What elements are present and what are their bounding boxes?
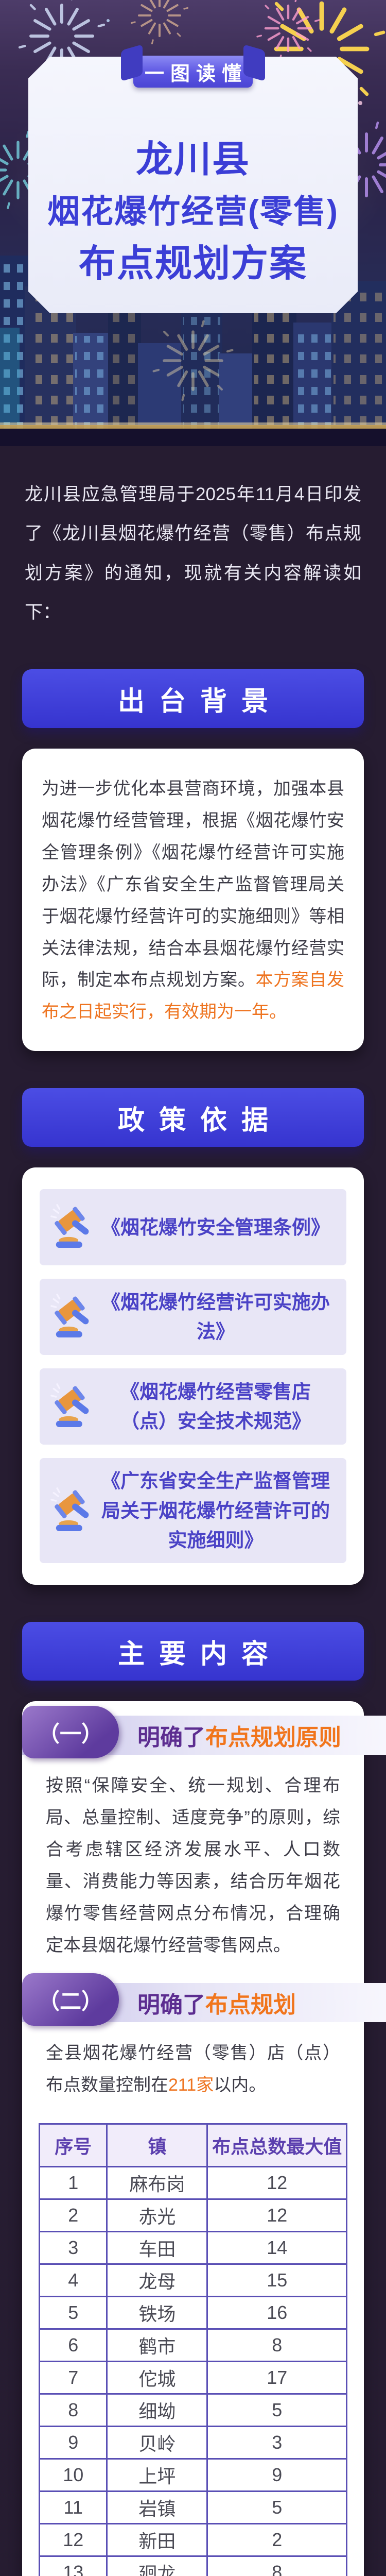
card-background: 为进一步优化本县营商环境，加强本县烟花爆竹经营管理，根据《烟花爆竹安全管理条例》… [22, 749, 364, 1052]
card-main-part1-2: （一） 明确了布点规划原则 按照“保障安全、统一规划、合理布局、总量控制、适度竞… [22, 1701, 386, 2576]
table-row: 4 龙母 15 [38, 2263, 347, 2298]
table-row: 6 鹤市 8 [38, 2328, 347, 2363]
table-row: 2 赤光 12 [38, 2198, 347, 2233]
table-row: 9 贝岭 3 [38, 2426, 347, 2460]
law-item-label: 《烟花爆竹经营零售店（点）安全技术规范》 [120, 1381, 311, 1432]
section-2-body-highlight: 211家 [168, 2075, 214, 2095]
table-row: 8 细坳 5 [38, 2393, 347, 2428]
table-header-row: 序号镇布点总数最大值 [38, 2123, 347, 2168]
banner-background: 出台背景 [22, 669, 364, 728]
table-row: 13 廻龙 8 [38, 2555, 347, 2576]
banner-main-content: 主要内容 [22, 1622, 364, 1681]
law-item-label: 《烟花爆竹经营许可实施办法》 [101, 1291, 330, 1343]
banner-background-label: 出台背景 [117, 686, 283, 717]
section-title-1: 明确了布点规划原则 [137, 1719, 341, 1752]
table-row: 12 新田 2 [38, 2523, 347, 2557]
law-item: 《广东省安全生产监督管理局关于烟花爆竹经营许可的实施细则》 [40, 1458, 346, 1564]
banner-policy-basis-label: 政策依据 [117, 1105, 283, 1136]
section-2-body: 全县烟花爆竹经营（零售）店（点）布点数量控制在211家以内。 [46, 2038, 340, 2102]
title-card: 龙川县 烟花爆竹经营(零售) 布点规划方案 [28, 57, 358, 313]
law-item: 《烟花爆竹经营零售店（点）安全技术规范》 [40, 1368, 346, 1445]
law-item-label: 《广东省安全生产监督管理局关于烟花爆竹经营许可的实施细则》 [101, 1470, 330, 1551]
hero-banner: 一图读懂 龙川县 烟花爆竹经营(零售) 布点规划方案 [0, 0, 386, 446]
section-title-2: 明确了布点规划 [137, 1986, 296, 2019]
law-item-label: 《烟花爆竹安全管理条例》 [101, 1216, 330, 1238]
ribbon-badge: 一图读懂 [133, 56, 253, 88]
town-table-body: 1 麻布岗 12 2 赤光 12 3 车田 14 4 龙母 15 5 铁场 16 6 鹤市 8 7 佗城 17 8 细坳 5 9… [38, 2166, 347, 2576]
gavel-icon [50, 1204, 89, 1248]
background-body-highlight: 本方案自发布之日起实行，有效期为一年。 [42, 970, 344, 1022]
page-title-line3: 布点规划方案 [78, 243, 307, 284]
table-row: 10 上坪 9 [38, 2458, 347, 2493]
gavel-icon [50, 1294, 89, 1338]
law-list: 《烟花爆竹安全管理条例》 《烟花爆竹经营许可实施办法》 [22, 1167, 364, 1585]
ribbon-label: 一图读懂 [144, 63, 248, 85]
section-1-body: 按照“保障安全、统一规划、合理布局、总量控制、适度竞争”的原则，综合考虑辖区经济… [46, 1776, 340, 1955]
table-row: 1 麻布岗 12 [38, 2166, 347, 2200]
table-row: 7 佗城 17 [38, 2361, 347, 2395]
card-policy-basis: 《烟花爆竹安全管理条例》 《烟花爆竹经营许可实施办法》 [22, 1167, 364, 1585]
section-number-pill-2: （二） [22, 1973, 119, 2026]
intro-paragraph: 龙川县应急管理局于2025年11月4日印发了《龙川县烟花爆竹经营（零售）布点规划… [25, 484, 361, 622]
background-body: 为进一步优化本县营商环境，加强本县烟花爆竹经营管理，根据《烟花爆竹安全管理条例》… [42, 779, 344, 990]
section-head-1: （一） 明确了布点规划原则 [22, 1706, 386, 1759]
section-title-1-plain: 明确了 [137, 1725, 205, 1751]
section-head-2: （二） 明确了布点规划 [22, 1973, 386, 2026]
table-col-header: 镇 [106, 2123, 208, 2168]
table-row: 11 岩镇 5 [38, 2490, 347, 2525]
gavel-icon [50, 1383, 89, 1428]
banner-main-content-label: 主要内容 [117, 1639, 283, 1669]
table-col-header: 布点总数最大值 [206, 2123, 347, 2168]
section-number-pill-1: （一） [22, 1706, 119, 1759]
page-title-line1: 龙川县 [135, 139, 250, 180]
table-row: 5 铁场 16 [38, 2296, 347, 2330]
section-title-2-plain: 明确了 [137, 1992, 205, 2018]
law-item: 《烟花爆竹安全管理条例》 [40, 1189, 346, 1266]
table-col-header: 序号 [38, 2123, 108, 2168]
banner-policy-basis: 政策依据 [22, 1088, 364, 1147]
gavel-icon [50, 1487, 89, 1532]
section-title-2-highlight: 布点规划 [205, 1992, 296, 2018]
page-title-line2: 烟花爆竹经营(零售) [47, 193, 339, 230]
section-title-1-highlight: 布点规划原则 [205, 1725, 341, 1751]
town-quota-table: 序号镇布点总数最大值 1 麻布岗 12 2 赤光 12 3 车田 14 4 龙母 15 5 铁场 16 6 鹤市… [38, 2123, 347, 2576]
law-item: 《烟花爆竹经营许可实施办法》 [40, 1279, 346, 1355]
table-row: 3 车田 14 [38, 2231, 347, 2265]
section-2-body-prefix: 全县烟花爆竹经营（零售）店（点）布点数量控制在 [46, 2043, 340, 2095]
section-2-body-suffix: 以内。 [214, 2075, 267, 2095]
